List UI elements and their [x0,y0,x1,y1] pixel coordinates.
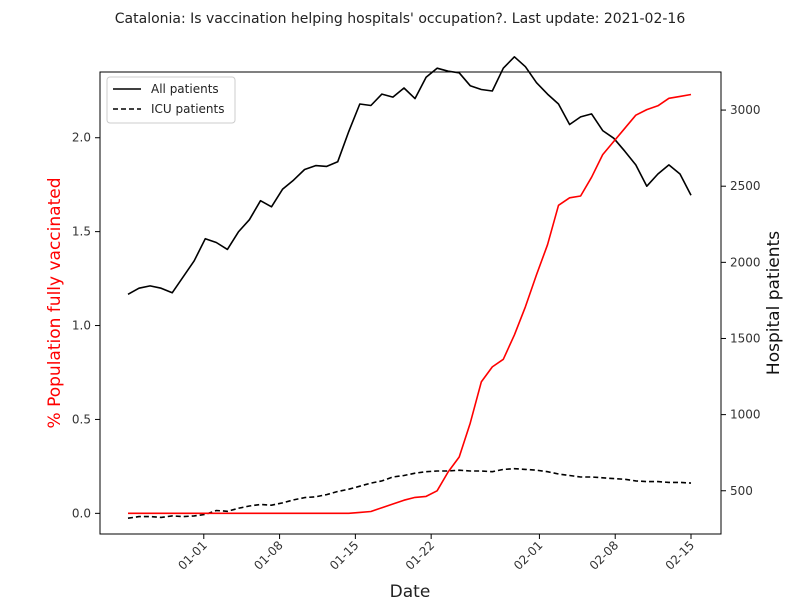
x-tick-label: 01-22 [403,538,438,573]
right-tick-label: 2500 [730,179,761,193]
right-tick-label: 1500 [730,331,761,345]
right-axis-label: Hospital patients [764,231,784,375]
left-tick-label: 2.0 [72,131,91,145]
plot-frame [99,71,722,535]
series-line-all-patients [127,55,692,295]
right-tick-label: 3000 [730,103,761,117]
x-tick-label: 02-01 [511,538,546,573]
right-tick-label: 500 [730,484,753,498]
left-tick-label: 0.0 [72,506,91,520]
left-axis-ticks: 0.0 0.5 1.0 1.5 2.0 [72,131,100,520]
series-line-population-fully-vaccinated [128,93,692,515]
right-axis-ticks: 500 1000 1500 2000 2500 3000 [721,103,761,498]
right-tick-label: 1000 [730,408,761,422]
legend-label-icu-patients: ICU patients [151,102,224,116]
plot-lines [127,55,692,519]
series-line-icu-patients [127,467,692,519]
x-tick-label: 02-15 [663,538,698,573]
x-tick-label: 02-08 [587,538,622,573]
left-tick-label: 1.0 [72,319,91,333]
x-tick-label: 01-15 [327,538,362,573]
legend-label-all-patients: All patients [151,82,219,96]
x-tick-label: 01-01 [175,538,210,573]
left-tick-label: 1.5 [72,225,91,239]
left-axis-label: % Population fully vaccinated [45,178,65,429]
chart-title: Catalonia: Is vaccination helping hospit… [115,11,686,27]
legend: All patients ICU patients [106,76,236,124]
left-tick-label: 0.5 [72,412,91,426]
x-axis-label: Date [390,582,431,600]
right-tick-label: 2000 [730,255,761,269]
x-tick-label: 01-08 [251,538,286,573]
x-axis-ticks: 01-01 01-08 01-15 01-22 02-01 02-08 02-15 [175,534,697,573]
